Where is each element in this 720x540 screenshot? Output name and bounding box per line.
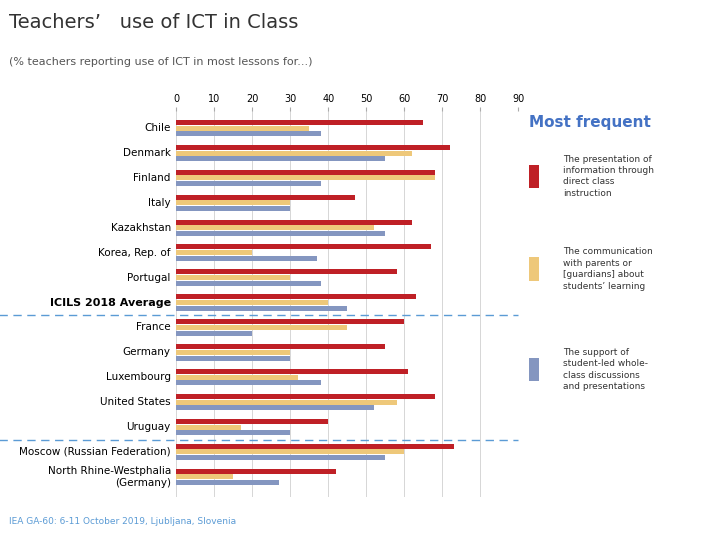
Bar [176,206,290,211]
Bar [176,325,347,330]
Bar [176,170,435,175]
FancyBboxPatch shape [529,357,539,381]
Bar [176,131,321,137]
Text: Teachers’   use of ICT in Class: Teachers’ use of ICT in Class [9,14,298,32]
Bar [176,480,279,485]
Text: Most frequent: Most frequent [529,114,651,130]
Bar [176,424,241,429]
Bar [176,294,416,299]
Bar [176,469,336,474]
Bar [176,306,347,310]
Bar [176,200,290,205]
Bar [176,256,317,261]
Bar [176,225,374,230]
Text: IEA GA-60: 6-11 October 2019, Ljubljana, Slovenia: IEA GA-60: 6-11 October 2019, Ljubljana,… [9,517,235,526]
Bar [176,400,397,404]
Bar [176,220,412,225]
Bar [176,449,405,455]
Bar [176,120,423,125]
Bar [176,355,290,361]
Bar [176,394,435,399]
Bar [176,275,290,280]
FancyBboxPatch shape [529,165,539,188]
Bar [176,181,321,186]
Bar [176,231,385,236]
Bar [176,330,253,336]
Bar [176,406,374,410]
Bar [176,250,253,255]
Bar [176,375,298,380]
Bar [176,350,290,355]
Bar [176,176,435,180]
Bar [176,455,385,460]
Text: The presentation of
information through
direct class
instruction: The presentation of information through … [562,154,654,198]
Bar [176,269,397,274]
Bar [176,344,385,349]
Bar [176,300,328,305]
Bar [176,381,321,386]
Text: The support of
student-led whole-
class discussions
and presentations: The support of student-led whole- class … [562,348,647,391]
Bar [176,319,405,324]
Bar [176,156,385,161]
Bar [176,419,328,424]
Bar [176,126,310,131]
Bar [176,145,450,150]
Bar [176,369,408,374]
Bar [176,281,321,286]
Bar [176,474,233,480]
Bar [176,245,431,249]
FancyBboxPatch shape [529,257,539,281]
Bar [176,151,412,156]
Text: (% teachers reporting use of ICT in most lessons for...): (% teachers reporting use of ICT in most… [9,57,312,67]
Bar [176,194,355,200]
Bar [176,430,290,435]
Bar [176,444,454,449]
Text: The communication
with parents or
[guardians] about
students’ learning: The communication with parents or [guard… [562,247,652,291]
